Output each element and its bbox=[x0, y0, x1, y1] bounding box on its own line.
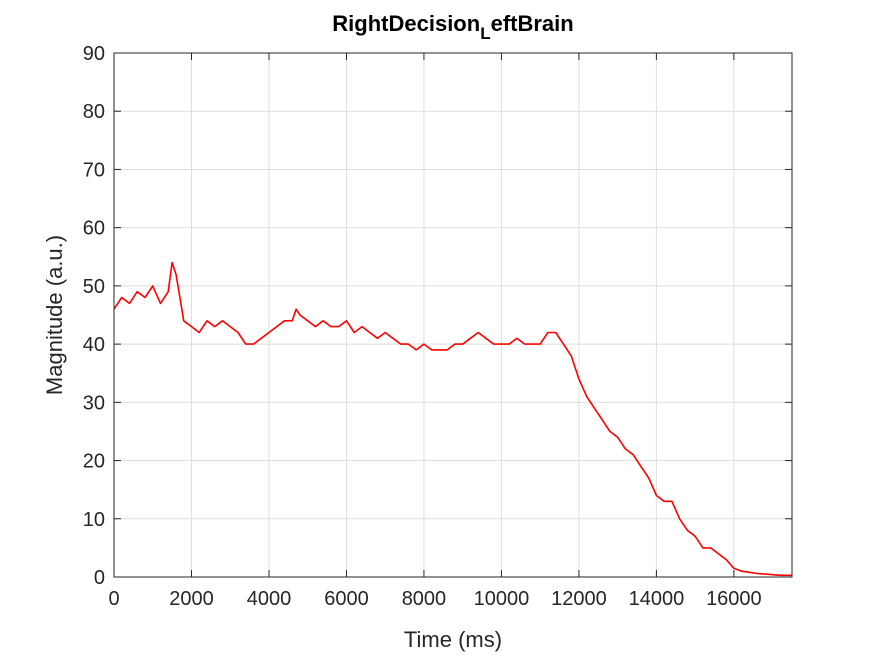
x-tick-label: 14000 bbox=[629, 588, 685, 610]
chart-title-subscript: L bbox=[480, 24, 490, 43]
series-group bbox=[113, 261, 792, 577]
y-tick-label: 60 bbox=[83, 218, 105, 240]
y-tick-label: 20 bbox=[83, 451, 105, 473]
x-tick-label: 10000 bbox=[474, 588, 530, 610]
x-tick-label: 16000 bbox=[706, 588, 762, 610]
x-tick-label: 0 bbox=[108, 588, 119, 610]
x-axis-label: Time (ms) bbox=[404, 627, 502, 652]
y-tick-label: 30 bbox=[83, 392, 105, 414]
plot-frame bbox=[113, 52, 793, 578]
x-tick-label: 6000 bbox=[324, 588, 369, 610]
y-tick-label: 70 bbox=[83, 159, 105, 181]
x-tick-label: 4000 bbox=[247, 588, 292, 610]
plot-area bbox=[114, 53, 792, 577]
x-tick-label: 8000 bbox=[402, 588, 447, 610]
y-tick-label: 10 bbox=[83, 509, 105, 531]
y-tick-label: 0 bbox=[94, 567, 105, 589]
y-tick-label: 90 bbox=[83, 43, 105, 65]
y-tick-labels: 0 10 20 30 40 50 60 70 80 90 bbox=[83, 43, 105, 589]
chart-title-rest: eftBrain bbox=[491, 11, 574, 36]
y-tick-label: 40 bbox=[83, 334, 105, 356]
x-tick-labels: 0 2000 4000 6000 8000 10000 12000 14000 16000 bbox=[108, 588, 761, 610]
x-tick-label: 12000 bbox=[551, 588, 607, 610]
series-line bbox=[113, 261, 792, 577]
chart-title-main: RightDecision bbox=[332, 11, 480, 36]
y-tick-label: 50 bbox=[83, 276, 105, 298]
y-tick-label: 80 bbox=[83, 101, 105, 123]
y-axis-label: Magnitude (a.u.) bbox=[42, 235, 67, 395]
x-tick-label: 2000 bbox=[169, 588, 214, 610]
chart-title: RightDecisionLeftBrain bbox=[332, 11, 573, 43]
